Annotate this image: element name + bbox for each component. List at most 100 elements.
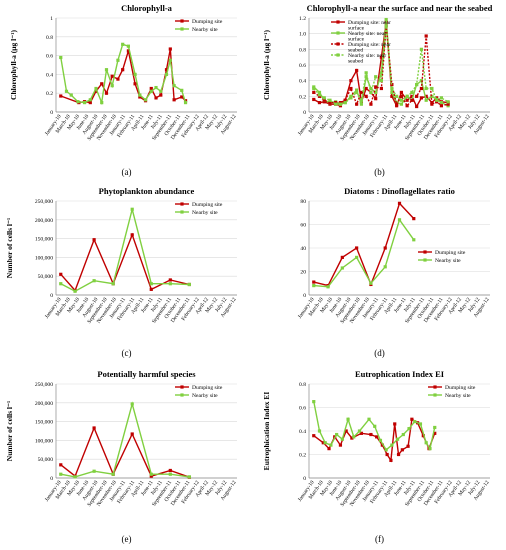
data-point-f-0-16 <box>406 444 410 448</box>
data-point-f-0-13 <box>393 422 397 426</box>
data-point-b-1-14 <box>384 17 388 22</box>
y-tick-label-b-5: 1.0 <box>299 32 306 38</box>
legend-a: Dumping site Nearby site <box>175 19 223 33</box>
data-point-b-2-7 <box>349 86 353 91</box>
data-point-b-3-10 <box>364 71 368 75</box>
data-point-b-3-25 <box>439 96 444 100</box>
data-point-a-0-12 <box>138 95 142 99</box>
series-line-d-1 <box>313 218 415 288</box>
chart-b: Chlorophyll-a near the surface and near … <box>262 3 493 142</box>
data-point-b-2-11 <box>369 102 373 106</box>
data-point-a-1-2 <box>69 93 73 97</box>
data-point-f-1-9 <box>367 417 371 421</box>
data-point-b-3-6 <box>343 101 347 105</box>
y-tick-label-d-2: 40 <box>300 246 306 252</box>
data-point-f-1-20 <box>428 447 432 451</box>
panel-label-a: (a) <box>121 167 132 177</box>
legend-marker-d-1 <box>423 258 427 262</box>
data-point-f-0-8 <box>369 432 373 437</box>
data-point-b-2-19 <box>410 98 414 102</box>
data-point-f-1-10 <box>373 424 377 428</box>
data-point-b-0-8 <box>355 68 359 73</box>
data-point-d-1-2 <box>340 266 344 270</box>
chart-a: Chlorophyll-a 0 0.2 0.4 0.6 0.8 1 Chlorophyll-a… <box>9 3 238 142</box>
data-point-b-0-7 <box>349 79 353 83</box>
data-point-f-0-7 <box>359 431 363 435</box>
data-point-f-1-12 <box>384 448 388 452</box>
data-point-b-2-2 <box>322 98 326 102</box>
data-point-d-1-6 <box>397 218 402 222</box>
data-point-a-0-16 <box>159 93 163 97</box>
legend-marker-e-0 <box>180 385 184 389</box>
data-point-a-1-19 <box>164 72 169 76</box>
data-point-b-3-22 <box>424 86 428 91</box>
data-point-b-2-18 <box>405 104 409 108</box>
data-point-b-3-16 <box>395 94 399 98</box>
data-point-c-1-2 <box>92 279 96 283</box>
panel-e: Potentially harmful species 0 50,000 100,00… <box>0 366 253 549</box>
data-point-f-0-11 <box>385 452 389 457</box>
data-point-b-3-24 <box>435 98 439 102</box>
panel-b: Chlorophyll-a near the surface and near … <box>253 0 506 183</box>
data-point-a-1-7 <box>100 101 104 105</box>
panel-c: Phytoplankton abundance 0 50,000 100,000 150… <box>0 183 253 366</box>
data-point-a-0-9 <box>121 68 125 72</box>
data-point-e-1-1 <box>73 475 77 479</box>
data-point-e-1-2 <box>92 469 96 473</box>
legend-label-b-1: Nearby site: near surface <box>348 31 386 43</box>
data-point-f-1-4 <box>335 432 339 437</box>
chart-title-c: Phytoplankton abundance <box>99 186 195 196</box>
data-point-b-1-25 <box>439 101 444 105</box>
data-point-e-1-6 <box>168 472 172 476</box>
legend-label-b-2: Dumping site: near seabed <box>348 42 391 54</box>
data-point-d-1-5 <box>383 265 387 269</box>
data-point-b-1-21 <box>419 79 424 83</box>
y-tick-label-c-2: 100,000 <box>35 255 53 261</box>
data-point-b-2-16 <box>395 102 399 106</box>
legend-label-e-1: Nearby site <box>192 393 218 399</box>
panel-label-e: (e) <box>121 534 132 544</box>
y-tick-label-d-3: 60 <box>300 223 306 229</box>
legend-label-f-1: Nearby site <box>445 393 471 399</box>
data-point-a-1-8 <box>104 68 109 72</box>
data-point-a-0-6 <box>104 91 109 95</box>
data-point-f-1-19 <box>424 441 428 445</box>
data-point-a-1-11 <box>121 42 125 46</box>
data-point-b-3-8 <box>355 90 359 95</box>
data-point-b-3-19 <box>410 90 414 95</box>
data-point-a-0-8 <box>116 77 120 81</box>
data-point-f-1-17 <box>413 420 417 424</box>
data-point-a-1-14 <box>138 93 142 97</box>
data-point-d-0-2 <box>340 255 344 259</box>
data-point-a-0-0 <box>59 94 63 98</box>
data-point-b-3-0 <box>312 86 316 91</box>
data-point-b-0-1 <box>317 101 322 105</box>
data-point-e-1-5 <box>149 472 153 476</box>
data-point-c-1-5 <box>149 282 153 286</box>
data-point-b-0-22 <box>424 94 428 98</box>
data-point-b-0-0 <box>312 97 316 102</box>
legend-marker-f-1 <box>433 393 437 397</box>
y-tick-label-b-1: 0.2 <box>299 94 306 100</box>
data-point-f-0-1 <box>321 441 325 445</box>
series-line-f-1 <box>313 401 436 451</box>
data-point-b-1-15 <box>390 90 394 95</box>
data-point-e-0-0 <box>59 463 63 467</box>
legend-label-d-1: Nearby site <box>435 258 461 264</box>
data-point-a-0-10 <box>126 49 130 53</box>
data-point-b-2-0 <box>312 90 316 95</box>
chart-title-d: Diatoms : Dinoflagellates ratio <box>344 186 455 196</box>
y-tick-label-f-2: 0.4 <box>299 429 306 435</box>
legend-marker-c-1 <box>180 210 184 214</box>
data-point-a-1-21 <box>172 84 176 88</box>
data-point-f-0-6 <box>350 436 354 440</box>
data-point-d-0-7 <box>412 217 416 221</box>
panel-label-b: (b) <box>374 167 385 177</box>
data-point-a-1-13 <box>133 72 137 76</box>
data-point-b-2-22 <box>424 34 428 38</box>
data-point-a-0-3 <box>88 101 92 105</box>
data-point-b-1-12 <box>374 90 378 95</box>
data-point-b-1-1 <box>317 90 322 95</box>
data-point-a-0-20 <box>180 95 184 99</box>
